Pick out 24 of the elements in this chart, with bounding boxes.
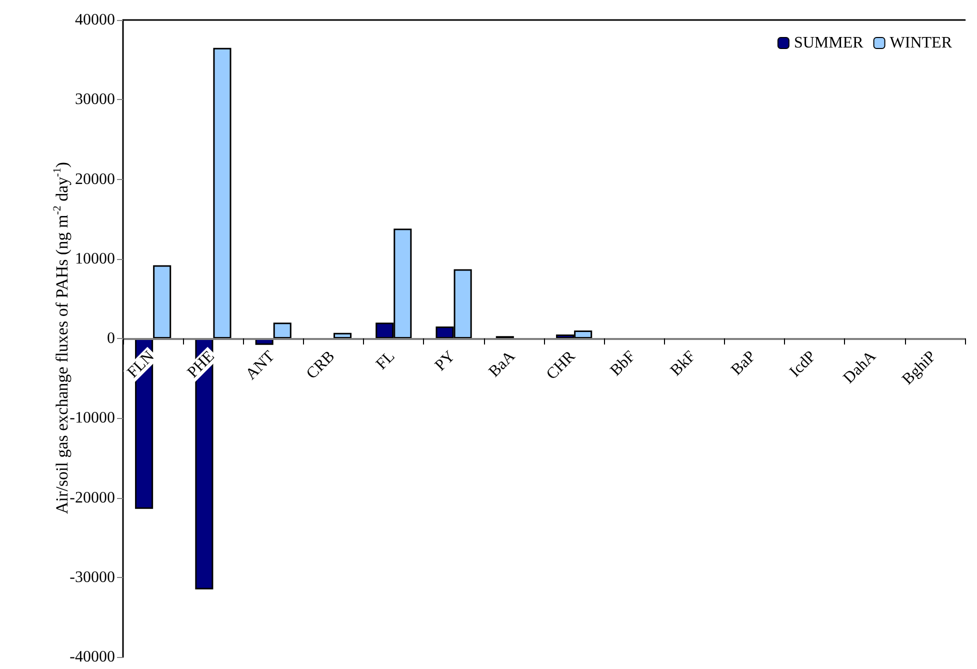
bar (153, 265, 172, 338)
y-tick-label: 0 (107, 330, 115, 347)
y-tick-label: 20000 (75, 170, 115, 188)
bar (273, 322, 292, 338)
y-tick-label: 10000 (75, 250, 115, 268)
x-tick-label: BaA (486, 348, 519, 381)
x-tick-label: FL (373, 348, 398, 374)
x-tick-label: BkF (667, 348, 700, 380)
x-tick-label: IcdP (786, 348, 820, 381)
x-tick-label: BbF (607, 348, 639, 380)
legend-label: SUMMER (794, 34, 864, 52)
y-tick-label: -30000 (70, 568, 115, 586)
y-tick-label: 30000 (75, 91, 115, 108)
x-tick-label: PY (432, 348, 459, 374)
legend-label: WINTER (890, 34, 952, 52)
bar (334, 332, 352, 338)
x-tick-label: BaP (728, 348, 760, 379)
y-tick-label: 40000 (75, 12, 115, 28)
bar (213, 48, 232, 338)
y-tick-label: -40000 (70, 648, 115, 666)
x-tick-label: CHR (543, 348, 579, 384)
y-tick-label: -10000 (70, 410, 115, 427)
y-tick-label: -20000 (70, 489, 115, 506)
x-tick-label: CRB (303, 348, 338, 383)
